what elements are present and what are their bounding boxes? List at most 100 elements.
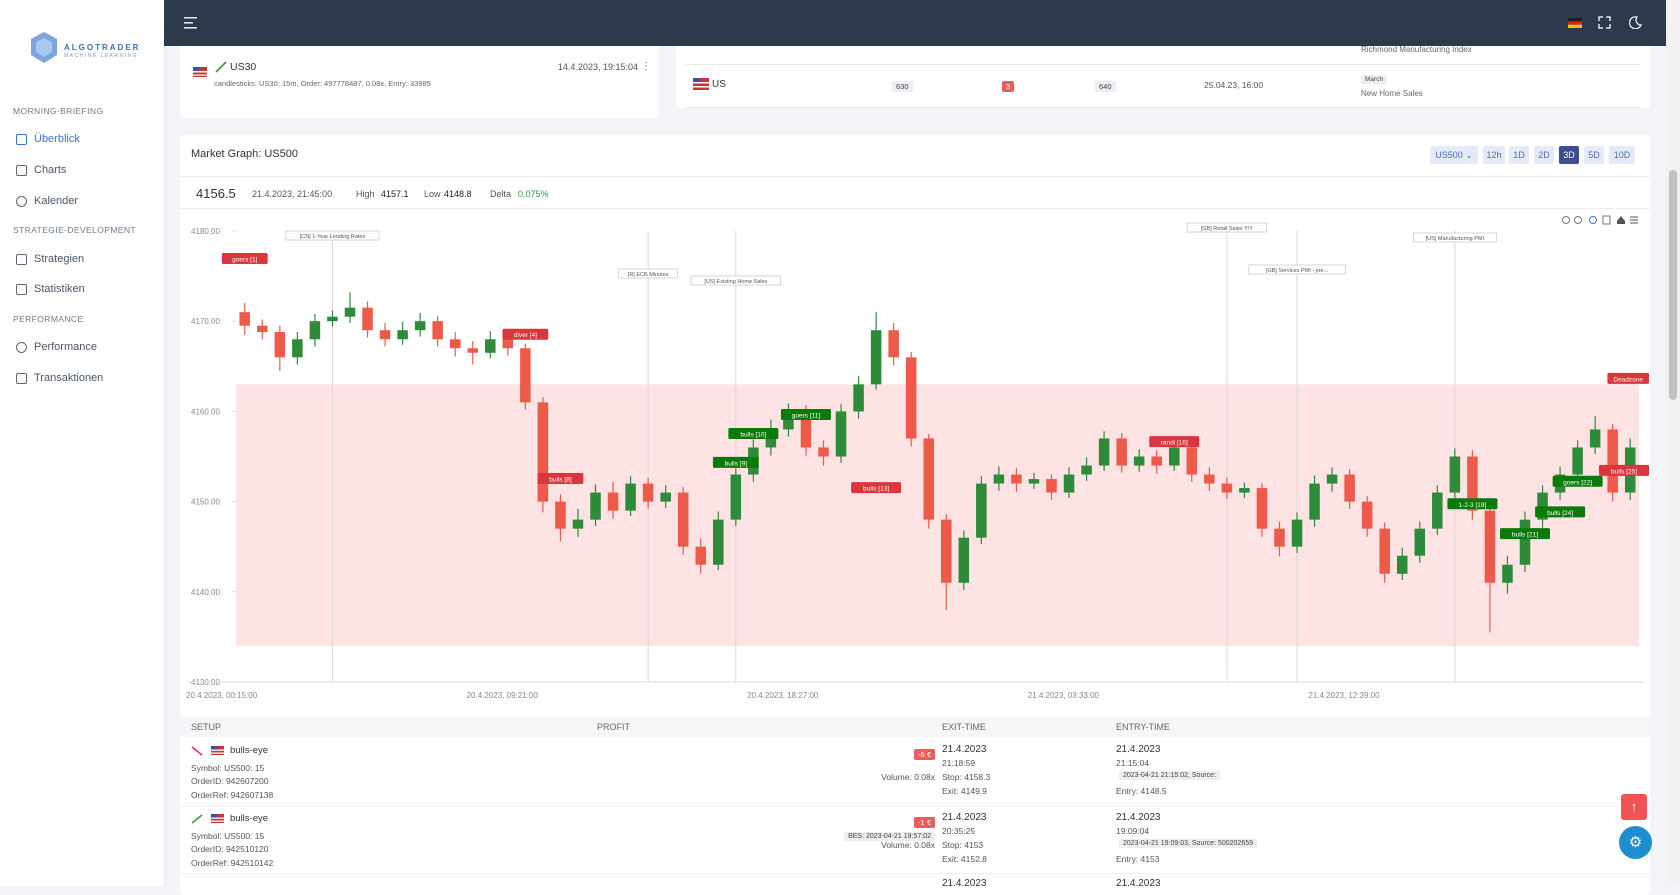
annotation: 1-2-3 [19] (1447, 498, 1498, 510)
fullscreen-button[interactable] (1598, 16, 1611, 29)
annotation: bulls [21] (1500, 528, 1551, 540)
candle-body (1467, 456, 1478, 511)
candle-body (1011, 474, 1022, 484)
menu-icon (16, 284, 27, 295)
event-label-box (1186, 222, 1267, 233)
annotation-box (1599, 464, 1649, 476)
language-flag[interactable] (1568, 18, 1582, 28)
candle-body (905, 357, 917, 439)
calendar-forecast: 640 (1095, 81, 1116, 92)
scrollbar[interactable] (1666, 0, 1680, 886)
candle-body (1414, 528, 1426, 556)
table-header (180, 717, 1650, 737)
candle-body (379, 330, 391, 340)
calendar-event: New Home Sales (1361, 89, 1423, 98)
annotation: bulls [24] (1535, 506, 1586, 518)
section-title: PERFORMANCE (13, 314, 84, 324)
candle-body (1098, 438, 1110, 466)
column-header: SETUP (191, 722, 222, 732)
entry-price: Entry: 4148.5 (1116, 786, 1167, 796)
exit-time: 20:35:25 (942, 826, 976, 836)
entry-time: 19:09:04 (1116, 826, 1150, 836)
annotation-text: bulls [21] (1512, 532, 1538, 539)
menu-item[interactable]: Statistiken (34, 283, 85, 295)
symbol: Symbol: US500: 15 (191, 831, 265, 841)
candle-body (467, 348, 479, 353)
range-button[interactable]: 1D (1509, 146, 1529, 164)
candle-body (941, 519, 952, 583)
annotation: bulls [8] (537, 473, 584, 485)
candle-body (1309, 483, 1320, 520)
menu-item[interactable]: Kalender (34, 195, 79, 207)
candle-body (239, 312, 251, 326)
profit-badge: -1 € (914, 817, 935, 828)
annotation-text: 1-2-3 [19] (1458, 502, 1486, 509)
candle-body (695, 546, 707, 565)
chart-toolbar[interactable] (1562, 215, 1639, 225)
menu-item[interactable]: Transaktionen (34, 372, 104, 384)
menu-item[interactable]: Überblick (34, 133, 80, 145)
range-button[interactable]: 5D (1584, 146, 1604, 164)
event-label-box (1248, 264, 1346, 275)
menu-icon (16, 196, 27, 207)
candle-body (1081, 465, 1092, 475)
annotation-text: Deadzone (1613, 376, 1643, 383)
bes-cell: BES: 2023-04-21 19:57:02 (735, 825, 935, 843)
candle-body (397, 330, 408, 340)
candle-body (1221, 483, 1233, 493)
annotation: bulls [9] (712, 456, 759, 468)
exit-price: Exit: 4152.8 (942, 854, 987, 864)
calendar-card (676, 46, 1650, 108)
candle-body (1151, 456, 1162, 466)
volume: Volume: 0.08x (881, 840, 935, 850)
signal-menu[interactable]: ⋮ (641, 61, 651, 72)
stat-value: 4157.1 (381, 189, 409, 199)
settings-button[interactable]: ⚙ (1619, 826, 1652, 859)
menu-item[interactable]: Performance (34, 341, 97, 353)
candle-body (853, 384, 864, 412)
menu-toggle[interactable] (184, 17, 198, 29)
candle-body (642, 483, 654, 502)
candle-body (432, 321, 443, 340)
candle-body (1379, 528, 1390, 574)
scroll-top-button[interactable]: ↑ (1621, 794, 1647, 820)
dark-mode-button[interactable] (1629, 16, 1642, 29)
annotation: bulls [10] (728, 427, 779, 439)
range-button[interactable]: 10D (1609, 146, 1635, 164)
range-button[interactable]: 12h (1483, 146, 1505, 164)
stop: Stop: 4153 (942, 840, 984, 850)
stop: Stop: 4158.3 (942, 772, 991, 782)
stat-value: 0.075% (518, 189, 549, 199)
candle-body (923, 438, 934, 520)
candle-body (976, 483, 987, 538)
annotation-box (851, 482, 902, 494)
trend-icon (215, 61, 227, 73)
event-label: [GB] Retail Sales Y/Y (1186, 222, 1267, 233)
menu-item[interactable]: Strategien (34, 253, 85, 265)
candle-body (274, 332, 286, 358)
order-ref: OrderRef: 942607138 (191, 790, 274, 800)
divider (686, 64, 1640, 65)
order-ref: OrderRef: 942510142 (191, 858, 274, 868)
profit-cell: -1 € (735, 812, 935, 830)
range-button[interactable]: 3D (1559, 146, 1579, 164)
annotation-text: randi [16] (1161, 440, 1188, 447)
stat-time: 21.4.2023, 21:45:00 (252, 189, 333, 199)
candle-body (1028, 479, 1040, 484)
event-label-text: [US] Manufacturing PMI (1426, 236, 1485, 242)
range-button[interactable]: 2D (1534, 146, 1554, 164)
annotation-text: bulls [8] (549, 477, 572, 484)
scrollbar-thumb[interactable] (1669, 170, 1677, 400)
candle-body (835, 411, 847, 457)
bes-badge: BES: 2023-04-21 19:57:02 (844, 832, 935, 841)
zone (236, 384, 1639, 646)
setup-name: bulls-eye (230, 813, 269, 824)
menu-item[interactable]: Charts (34, 164, 67, 176)
x-tick-label: 20.4.2023, 00:15:00 (186, 691, 258, 700)
symbol-select[interactable]: US500 ⌄ (1430, 146, 1478, 164)
candle-body (1484, 510, 1496, 583)
exit-time: 21:18:59 (942, 758, 976, 768)
menu-icon (16, 254, 27, 265)
y-tick-label: 4150.00 (191, 498, 220, 507)
annotation: bulls [25] (1599, 464, 1649, 476)
